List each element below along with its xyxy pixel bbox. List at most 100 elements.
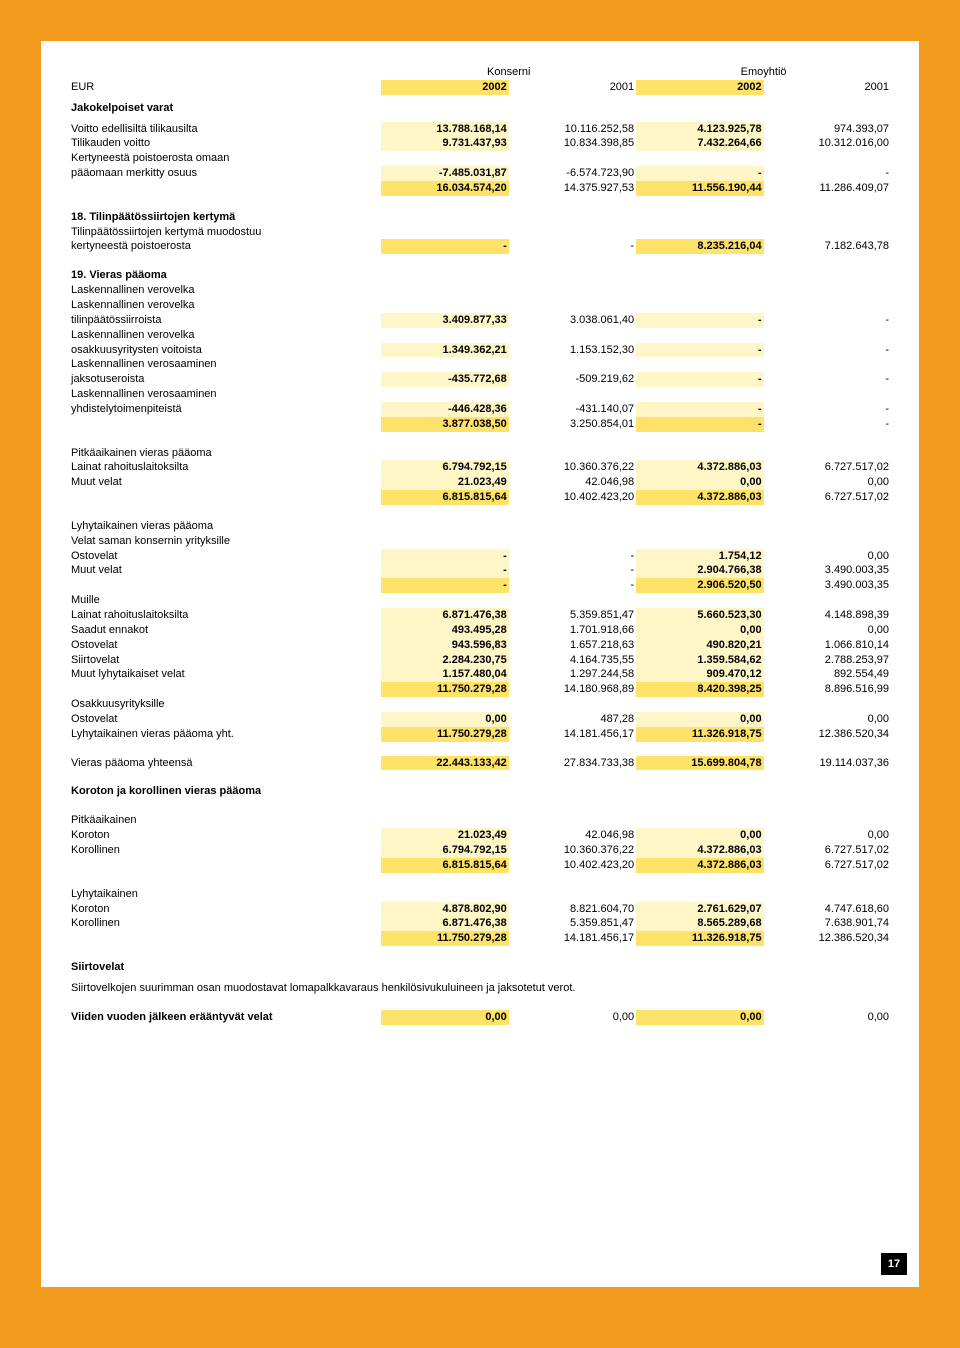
section-siirtovelat: Siirtovelat	[69, 960, 891, 975]
row-label: Lyhytaikainen vieras pääoma yht.	[69, 727, 381, 742]
section-jakokelpoiset: Jakokelpoiset varat	[69, 101, 891, 116]
table-row: yhdistelytoimenpiteistä-446.428,36-431.1…	[69, 402, 891, 417]
table-row: osakkuusyritysten voitoista1.349.362,211…	[69, 343, 891, 358]
cell: -7.485.031,87	[381, 166, 508, 181]
section-koroton: Koroton ja korollinen vieras pääoma	[69, 784, 891, 799]
cell: -	[764, 166, 891, 181]
cell: 5.359.851,47	[509, 916, 636, 931]
cell: 0,00	[636, 475, 763, 490]
header-row-2: EUR 2002 2001 2002 2001	[69, 80, 891, 95]
cell: 1.066.810,14	[764, 638, 891, 653]
table-row: Korollinen6.794.792,1510.360.376,224.372…	[69, 843, 891, 858]
table-row: Koroton21.023,4942.046,980,000,00	[69, 828, 891, 843]
cell: 1.297.244,58	[509, 667, 636, 682]
row-label: Ostovelat	[69, 712, 381, 727]
cell: -	[509, 239, 636, 254]
cell: 1.349.362,21	[381, 343, 508, 358]
row-label: jaksotuseroista	[69, 372, 381, 387]
cell: 16.034.574,20	[381, 181, 508, 196]
cell: 0,00	[636, 828, 763, 843]
cell: 3.877.038,50	[381, 417, 508, 432]
row-label: pääomaan merkitty osuus	[69, 166, 381, 181]
cell: 27.834.733,38	[509, 756, 636, 771]
cell: 8.420.398,25	[636, 682, 763, 697]
cell: -	[509, 563, 636, 578]
cell: 0,00	[509, 1010, 636, 1025]
row-label: Viiden vuoden jälkeen erääntyvät velat	[69, 1010, 381, 1025]
financial-table: Konserni Emoyhtiö EUR 2002 2001 2002 200…	[69, 65, 891, 1025]
cell: 6.727.517,02	[764, 843, 891, 858]
cell: 14.375.927,53	[509, 181, 636, 196]
cell: 10.402.423,20	[509, 490, 636, 505]
row-label: Koroton	[69, 828, 381, 843]
cell: -	[764, 402, 891, 417]
table-row: Viiden vuoden jälkeen erääntyvät velat 0,…	[69, 1010, 891, 1025]
cell: -446.428,36	[381, 402, 508, 417]
row-label: tilinpäätössiirroista	[69, 313, 381, 328]
cell: -431.140,07	[509, 402, 636, 417]
row-label: Koroton	[69, 902, 381, 917]
cell: 6.794.792,15	[381, 460, 508, 475]
table-row: Laskennallinen verosaaminen	[69, 387, 891, 402]
cell: 4.372.886,03	[636, 460, 763, 475]
cell: 6.871.476,38	[381, 608, 508, 623]
table-row: Ostovelat943.596,831.657.218,63490.820,2…	[69, 638, 891, 653]
cell: 10.360.376,22	[509, 460, 636, 475]
cell: 4.747.618,60	[764, 902, 891, 917]
row-label: Siirtovelat	[69, 653, 381, 668]
cell: -	[381, 549, 508, 564]
row-label: Laskennallinen verovelka	[69, 298, 891, 313]
row-label: Kertyneestä poistoerosta omaan	[69, 151, 891, 166]
table-row: Korollinen6.871.476,385.359.851,478.565.…	[69, 916, 891, 931]
row-label: Voitto edellisiltä tilikausilta	[69, 122, 381, 137]
table-row: Kertyneestä poistoerosta omaan	[69, 151, 891, 166]
cell: -	[381, 239, 508, 254]
cell: 0,00	[764, 549, 891, 564]
page-number: 17	[881, 1253, 907, 1275]
cell: 2.788.253,97	[764, 653, 891, 668]
cell: 6.815.815,64	[381, 490, 508, 505]
cell: 11.556.190,44	[636, 181, 763, 196]
row-label: yhdistelytoimenpiteistä	[69, 402, 381, 417]
col-emoyhtio: Emoyhtiö	[636, 65, 891, 80]
cell: 6.871.476,38	[381, 916, 508, 931]
cell: -	[636, 313, 763, 328]
row-label: kertyneestä poistoerosta	[69, 239, 381, 254]
cell: 10.312.016,00	[764, 136, 891, 151]
cell: 11.326.918,75	[636, 727, 763, 742]
cell: 12.386.520,34	[764, 727, 891, 742]
table-row: kertyneestä poistoerosta--8.235.216,047.…	[69, 239, 891, 254]
cell: -	[381, 563, 508, 578]
cell: 1.153.152,30	[509, 343, 636, 358]
cell: 7.638.901,74	[764, 916, 891, 931]
cell: -	[381, 578, 508, 593]
cell: 21.023,49	[381, 828, 508, 843]
label-eur: EUR	[69, 80, 381, 95]
cell: -	[764, 343, 891, 358]
col-konserni: Konserni	[381, 65, 636, 80]
cell: 6.815.815,64	[381, 858, 508, 873]
cell: 12.386.520,34	[764, 931, 891, 946]
cell: 1.157.480,04	[381, 667, 508, 682]
table-row: 3.877.038,503.250.854,01--	[69, 417, 891, 432]
cell: 14.180.968,89	[509, 682, 636, 697]
cell: 4.148.898,39	[764, 608, 891, 623]
row-label: Korollinen	[69, 843, 381, 858]
table-row: 11.750.279,2814.180.968,898.420.398,258.…	[69, 682, 891, 697]
row-label: osakkuusyritysten voitoista	[69, 343, 381, 358]
cell: 487,28	[509, 712, 636, 727]
cell: 0,00	[764, 712, 891, 727]
table-row: 16.034.574,2014.375.927,5311.556.190,441…	[69, 181, 891, 196]
cell: 3.409.877,33	[381, 313, 508, 328]
cell: 2.904.766,38	[636, 563, 763, 578]
table-row: Tilinpäätössiirtojen kertymä muodostuu	[69, 225, 891, 240]
section-pitka: Pitkäaikainen vieras pääoma	[69, 446, 891, 461]
cell: 8.896.516,99	[764, 682, 891, 697]
table-row: Muut velat21.023,4942.046,980,000,00	[69, 475, 891, 490]
cell: 8.235.216,04	[636, 239, 763, 254]
table-row: Vieras pääoma yhteensä22.443.133,4227.83…	[69, 756, 891, 771]
cell: 4.123.925,78	[636, 122, 763, 137]
cell: 11.326.918,75	[636, 931, 763, 946]
col-2002-b: 2002	[636, 80, 763, 95]
table-row: pääomaan merkitty osuus-7.485.031,87-6.5…	[69, 166, 891, 181]
